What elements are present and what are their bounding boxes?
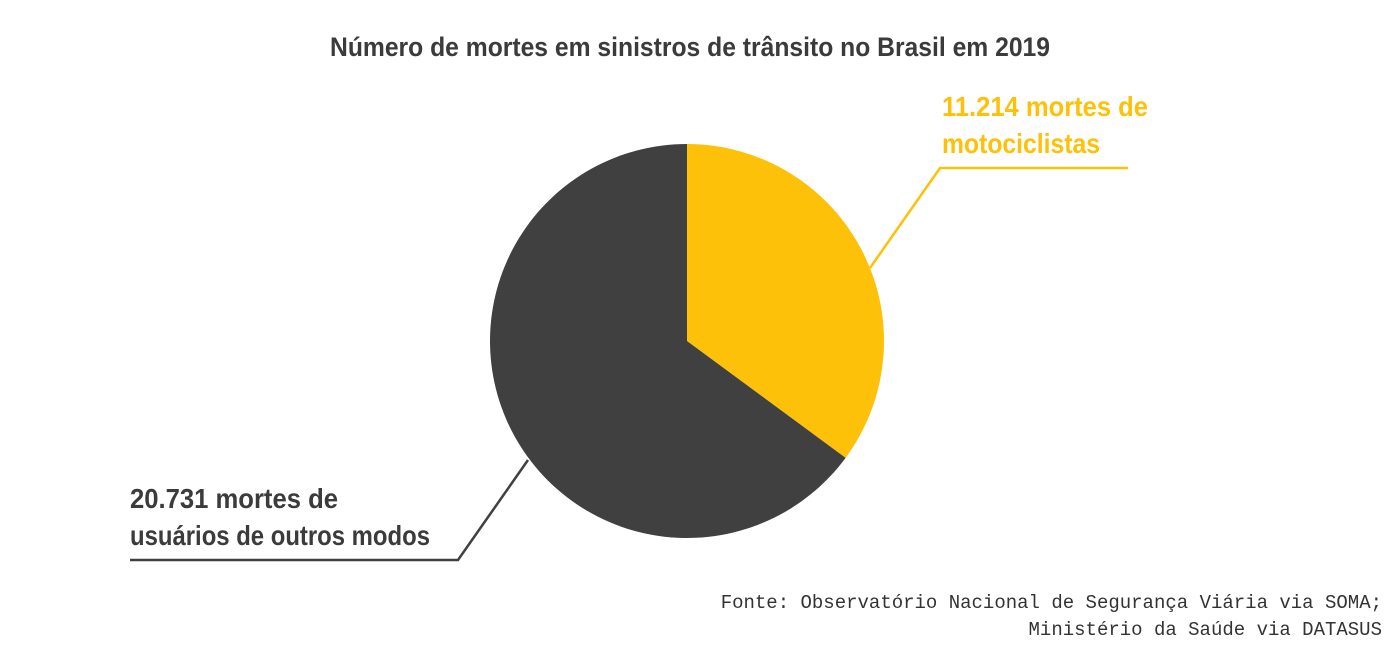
leader-line-motociclistas [868, 166, 1128, 269]
leader-line-outros [130, 459, 530, 562]
source-line-1: Fonte: Observatório Nacional de Seguranç… [721, 592, 1382, 614]
slice-label-outros-line1: 20.731 mortes de [130, 483, 338, 514]
pie-slice-motociclistas [687, 144, 884, 458]
slice-label-motociclistas-line1: 11.214 mortes de [942, 91, 1148, 122]
slice-label-outros-line2: usuários de outros modos [130, 520, 430, 551]
chart-title: Número de mortes em sinistros de trânsit… [330, 32, 1050, 62]
pie-slice-outros-modos [490, 144, 846, 538]
slice-label-motociclistas-line2: motociclistas [942, 128, 1100, 159]
source-line-2: Ministério da Saúde via DATASUS [1029, 619, 1382, 641]
